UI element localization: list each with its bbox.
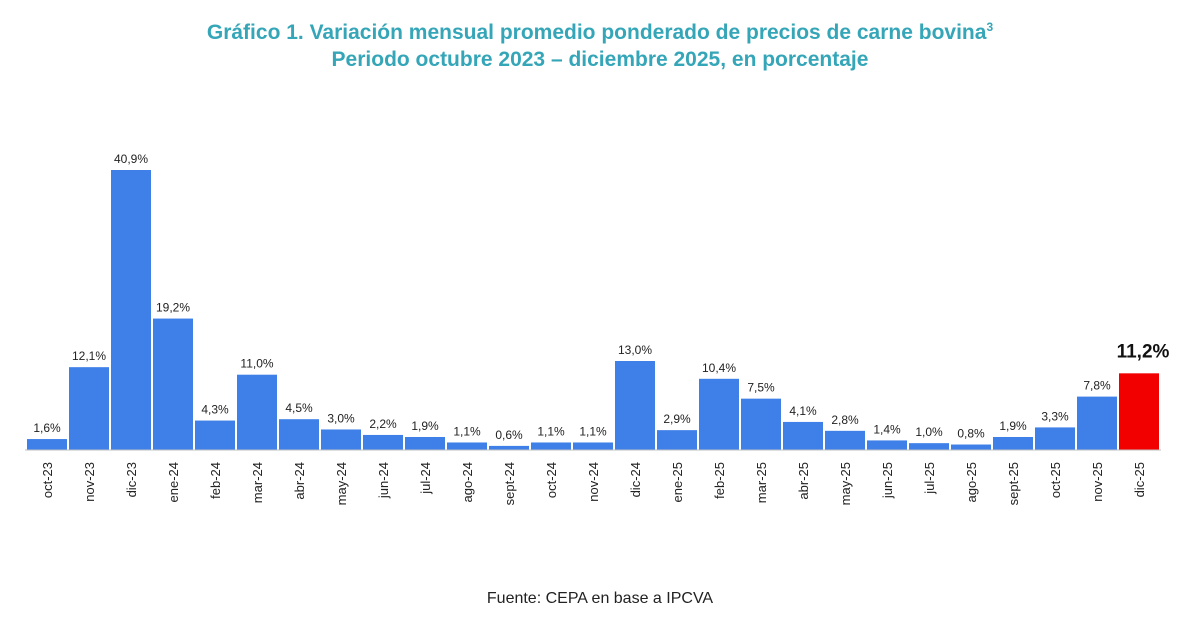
bar-dic-25 — [1119, 373, 1159, 450]
data-label-dic-24: 13,0% — [618, 343, 652, 357]
data-label-sept-25: 1,9% — [999, 419, 1027, 433]
bar-sept-25 — [993, 436, 1033, 450]
tick-label-mar-25: mar-25 — [754, 462, 769, 503]
tick-label-ago-24: ago-24 — [460, 462, 475, 502]
tick-label-ene-24: ene-24 — [166, 462, 181, 502]
title-superscript: 3 — [986, 20, 994, 34]
bar-ene-24 — [153, 318, 193, 450]
tick-label-may-24: may-24 — [334, 462, 349, 505]
data-label-jul-25: 1,0% — [915, 425, 943, 439]
data-label-oct-25: 3,3% — [1041, 409, 1069, 423]
bar-chart: 1,6% oct-23 12,1% nov-23 40,9% dic-23 19,2% ene… — [25, 152, 1170, 505]
tick-label-sept-24: sept-24 — [502, 462, 517, 505]
tick-label-nov-25: nov-25 — [1090, 462, 1105, 502]
bar-ago-25 — [951, 444, 991, 450]
data-label-jun-24: 2,2% — [369, 417, 397, 431]
bar-may-25 — [825, 430, 865, 450]
tick-label-oct-23: oct-23 — [40, 462, 55, 498]
tick-label-abr-24: abr-24 — [292, 462, 307, 500]
data-label-oct-24: 1,1% — [537, 424, 565, 438]
data-label-ago-24: 1,1% — [453, 424, 481, 438]
tick-label-dic-23: dic-23 — [124, 462, 139, 497]
chart-title: Gráfico 1. Variación mensual promedio po… — [206, 20, 994, 44]
tick-label-mar-24: mar-24 — [250, 462, 265, 503]
tick-label-may-25: may-25 — [838, 462, 853, 505]
data-label-nov-25: 7,8% — [1083, 379, 1111, 393]
data-label-nov-24: 1,1% — [579, 424, 607, 438]
data-label-jun-25: 1,4% — [873, 422, 901, 436]
data-label-feb-24: 4,3% — [201, 403, 229, 417]
tick-label-oct-24: oct-24 — [544, 462, 559, 498]
data-label-oct-23: 1,6% — [33, 421, 61, 435]
data-label-sept-24: 0,6% — [495, 428, 523, 442]
bar-feb-24 — [195, 420, 235, 450]
data-label-jul-24: 1,9% — [411, 419, 439, 433]
bar-nov-23 — [69, 367, 109, 450]
bar-jun-24 — [363, 434, 403, 450]
bar-dic-23 — [111, 170, 151, 450]
bar-jun-25 — [867, 440, 907, 450]
bar-nov-25 — [1077, 396, 1117, 450]
data-label-mar-25: 7,5% — [747, 381, 775, 395]
bar-jul-25 — [909, 443, 949, 450]
tick-label-feb-25: feb-25 — [712, 462, 727, 499]
bar-may-24 — [321, 429, 361, 450]
tick-label-nov-23: nov-23 — [82, 462, 97, 502]
tick-label-oct-25: oct-25 — [1048, 462, 1063, 498]
tick-label-abr-25: abr-25 — [796, 462, 811, 500]
bar-abr-24 — [279, 419, 319, 450]
data-label-ene-25: 2,9% — [663, 412, 691, 426]
bar-ene-25 — [657, 430, 697, 450]
data-label-ene-24: 19,2% — [156, 301, 190, 315]
data-label-may-24: 3,0% — [327, 411, 355, 425]
bar-ago-24 — [447, 442, 487, 450]
tick-label-jun-25: jun-25 — [880, 462, 895, 499]
tick-label-dic-24: dic-24 — [628, 462, 643, 497]
tick-label-nov-24: nov-24 — [586, 462, 601, 502]
chart-subtitle: Periodo octubre 2023 – diciembre 2025, e… — [331, 48, 869, 71]
bar-jul-24 — [405, 436, 445, 450]
tick-label-ene-25: ene-25 — [670, 462, 685, 502]
tick-label-dic-25: dic-25 — [1132, 462, 1147, 497]
tick-label-jul-24: jul-24 — [418, 462, 433, 495]
data-label-dic-25: 11,2% — [1117, 341, 1170, 362]
bar-mar-24 — [237, 374, 277, 450]
tick-label-jun-24: jun-24 — [376, 462, 391, 499]
bar-oct-24 — [531, 442, 571, 450]
data-label-may-25: 2,8% — [831, 413, 859, 427]
bar-oct-23 — [27, 439, 67, 450]
tick-label-feb-24: feb-24 — [208, 462, 223, 499]
data-label-abr-25: 4,1% — [789, 404, 817, 418]
source-note: Fuente: CEPA en base a IPCVA — [486, 590, 714, 607]
bar-dic-24 — [615, 361, 655, 450]
bar-mar-25 — [741, 398, 781, 450]
bar-abr-25 — [783, 421, 823, 450]
tick-label-sept-25: sept-25 — [1006, 462, 1021, 505]
bar-nov-24 — [573, 442, 613, 450]
data-label-nov-23: 12,1% — [72, 349, 106, 363]
data-label-abr-24: 4,5% — [285, 401, 313, 415]
bar-sept-24 — [489, 445, 529, 450]
data-label-mar-24: 11,0% — [240, 357, 273, 371]
data-label-dic-23: 40,9% — [114, 152, 148, 166]
tick-label-jul-25: jul-25 — [922, 462, 937, 495]
tick-label-ago-25: ago-25 — [964, 462, 979, 502]
bar-oct-25 — [1035, 427, 1075, 450]
bar-feb-25 — [699, 378, 739, 450]
data-label-feb-25: 10,4% — [702, 361, 736, 375]
data-label-ago-25: 0,8% — [957, 427, 985, 441]
